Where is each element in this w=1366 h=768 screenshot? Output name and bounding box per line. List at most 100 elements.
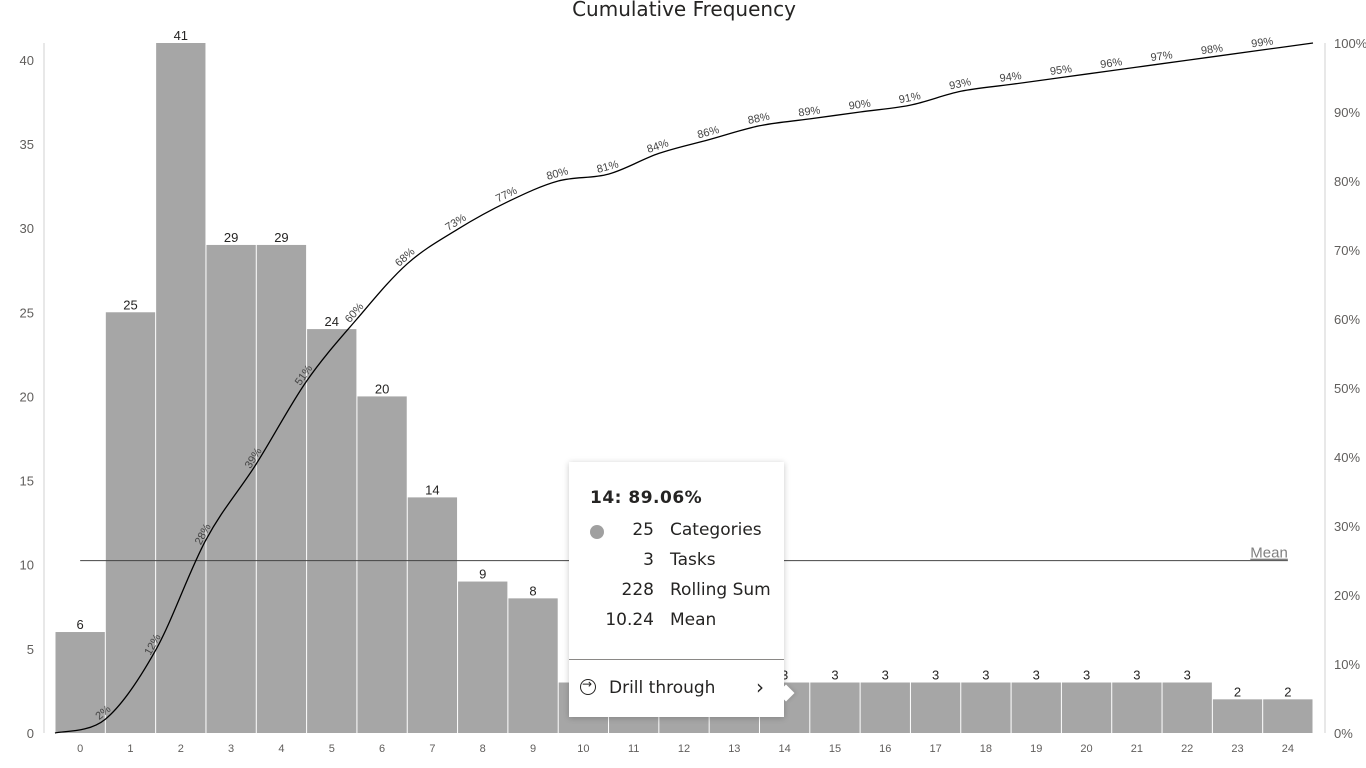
- bar-value-label: 6: [77, 617, 84, 632]
- drill-through-label: Drill through: [609, 678, 716, 698]
- bar-value-label: 3: [781, 668, 788, 683]
- y-tick-label: 0: [27, 726, 34, 741]
- x-tick-label: 17: [929, 743, 941, 755]
- tooltip-title: 14: 89.06%: [590, 488, 703, 508]
- bar-value-label: 3: [1033, 668, 1040, 683]
- bar-value-label: 3: [1184, 668, 1191, 683]
- y2-tick-label: 30%: [1334, 519, 1360, 534]
- y2-tick-label: 60%: [1334, 312, 1360, 327]
- x-tick-label: 11: [628, 743, 639, 755]
- x-tick-label: 20: [1080, 743, 1092, 755]
- tooltip-label: Tasks: [670, 550, 716, 570]
- bar-value-label: 24: [325, 314, 339, 329]
- y-tick-label: 20: [20, 389, 34, 404]
- y-tick-label: 10: [20, 558, 34, 573]
- y2-tick-label: 50%: [1334, 381, 1360, 396]
- x-tick-label: 18: [980, 743, 992, 755]
- y-tick-label: 25: [20, 305, 34, 320]
- x-tick-label: 16: [879, 743, 891, 755]
- bar: [1162, 682, 1212, 733]
- y-tick-label: 5: [27, 642, 34, 657]
- tooltip: 14: 89.06% 25 Categories 3 Tasks 228 Rol…: [569, 462, 795, 717]
- drill-through-button[interactable]: Drill through ›: [569, 660, 784, 717]
- x-tick-label: 8: [480, 743, 486, 755]
- bar-value-label: 3: [1133, 668, 1140, 683]
- bar-value-label: 29: [224, 230, 238, 245]
- x-tick-label: 24: [1282, 743, 1294, 755]
- bar-value-label: 8: [529, 583, 536, 598]
- bar: [1212, 699, 1263, 733]
- bar-value-label: 3: [1083, 668, 1090, 683]
- chart-title: Cumulative Frequency: [572, 0, 796, 21]
- cumulative-percent-label: 94%: [999, 70, 1023, 85]
- x-tick-label: 0: [77, 743, 83, 755]
- tooltip-row-tasks: 3 Tasks: [569, 550, 784, 574]
- chevron-right-icon: ›: [756, 675, 764, 699]
- bar: [810, 682, 860, 733]
- bar: [407, 497, 458, 733]
- bar-value-label: 3: [882, 668, 889, 683]
- y2-tick-label: 80%: [1334, 174, 1360, 189]
- cumulative-percent-label: 96%: [1100, 56, 1124, 71]
- bar-value-label: 3: [982, 668, 989, 683]
- cumulative-percent-label: 80%: [545, 165, 570, 182]
- y2-tick-label: 100%: [1334, 36, 1366, 51]
- tooltip-row-rolling-sum: 228 Rolling Sum: [569, 580, 784, 604]
- x-tick-label: 15: [829, 743, 841, 755]
- cumulative-percent-label: 99%: [1251, 35, 1275, 50]
- bar-value-label: 41: [174, 28, 188, 43]
- bar: [1112, 682, 1162, 733]
- bar: [1263, 699, 1313, 733]
- bar-value-label: 29: [274, 230, 288, 245]
- bar: [206, 244, 256, 733]
- tooltip-row-mean: 10.24 Mean: [569, 610, 784, 634]
- y-tick-label: 35: [20, 137, 34, 152]
- x-tick-label: 21: [1131, 743, 1143, 755]
- bar: [156, 43, 206, 733]
- x-tick-label: 4: [278, 743, 284, 755]
- tooltip-label: Rolling Sum: [670, 580, 771, 600]
- legend-dot: [590, 525, 604, 539]
- bar: [508, 598, 558, 733]
- x-tick-label: 14: [779, 743, 791, 755]
- cumulative-line: [54, 42, 1314, 734]
- bar: [961, 682, 1011, 733]
- bar: [105, 312, 156, 733]
- x-tick-label: 9: [530, 743, 536, 755]
- y-axis: 0 5 10 15 20 25 30 35 40: [20, 43, 45, 741]
- x-tick-label: 10: [577, 743, 589, 755]
- tooltip-divider: [569, 659, 784, 660]
- cumulative-percent-label: 88%: [747, 111, 771, 127]
- cumulative-percent-label: 81%: [596, 158, 621, 175]
- tooltip-label: Categories: [670, 520, 762, 540]
- y2-axis: 0% 10% 20% 30% 40% 50% 60% 70% 80% 90% 100%: [1324, 36, 1366, 741]
- bar: [307, 329, 357, 733]
- x-tick-label: 6: [379, 743, 385, 755]
- y2-tick-label: 90%: [1334, 105, 1360, 120]
- x-tick-label: 2: [178, 743, 184, 755]
- drill-through-icon: [580, 677, 596, 695]
- x-tick-label: 23: [1231, 743, 1243, 755]
- bar-value-label: 3: [831, 668, 838, 683]
- cumulative-percent-label: 89%: [798, 104, 822, 119]
- cumulative-percent-label: 97%: [1150, 49, 1174, 64]
- y-tick-label: 30: [20, 221, 34, 236]
- x-axis: 0 1 2 3 4 5 6 7 8 9 10 11 12 13 14 15 16 17 18 19 20 21 22 23 24: [77, 743, 1294, 755]
- y2-tick-label: 70%: [1334, 243, 1360, 258]
- y2-tick-label: 20%: [1334, 588, 1360, 603]
- y-tick-label: 15: [20, 474, 34, 489]
- cumulative-percent-label: 98%: [1200, 42, 1224, 57]
- bar-value-label: 2: [1284, 684, 1291, 699]
- bar-value-label: 9: [479, 567, 486, 582]
- bars: 62541292924201498333333333333322: [55, 28, 1313, 733]
- y2-tick-label: 10%: [1334, 657, 1360, 672]
- bar-value-label: 25: [123, 297, 137, 312]
- bar: [357, 396, 407, 733]
- bar-value-label: 2: [1234, 684, 1241, 699]
- cumulative-percent-label: 86%: [696, 124, 721, 141]
- cumulative-percent-label: 91%: [898, 90, 922, 106]
- y-tick-label: 40: [20, 53, 34, 68]
- x-tick-label: 1: [127, 743, 133, 755]
- tooltip-value: 10.24: [605, 610, 654, 630]
